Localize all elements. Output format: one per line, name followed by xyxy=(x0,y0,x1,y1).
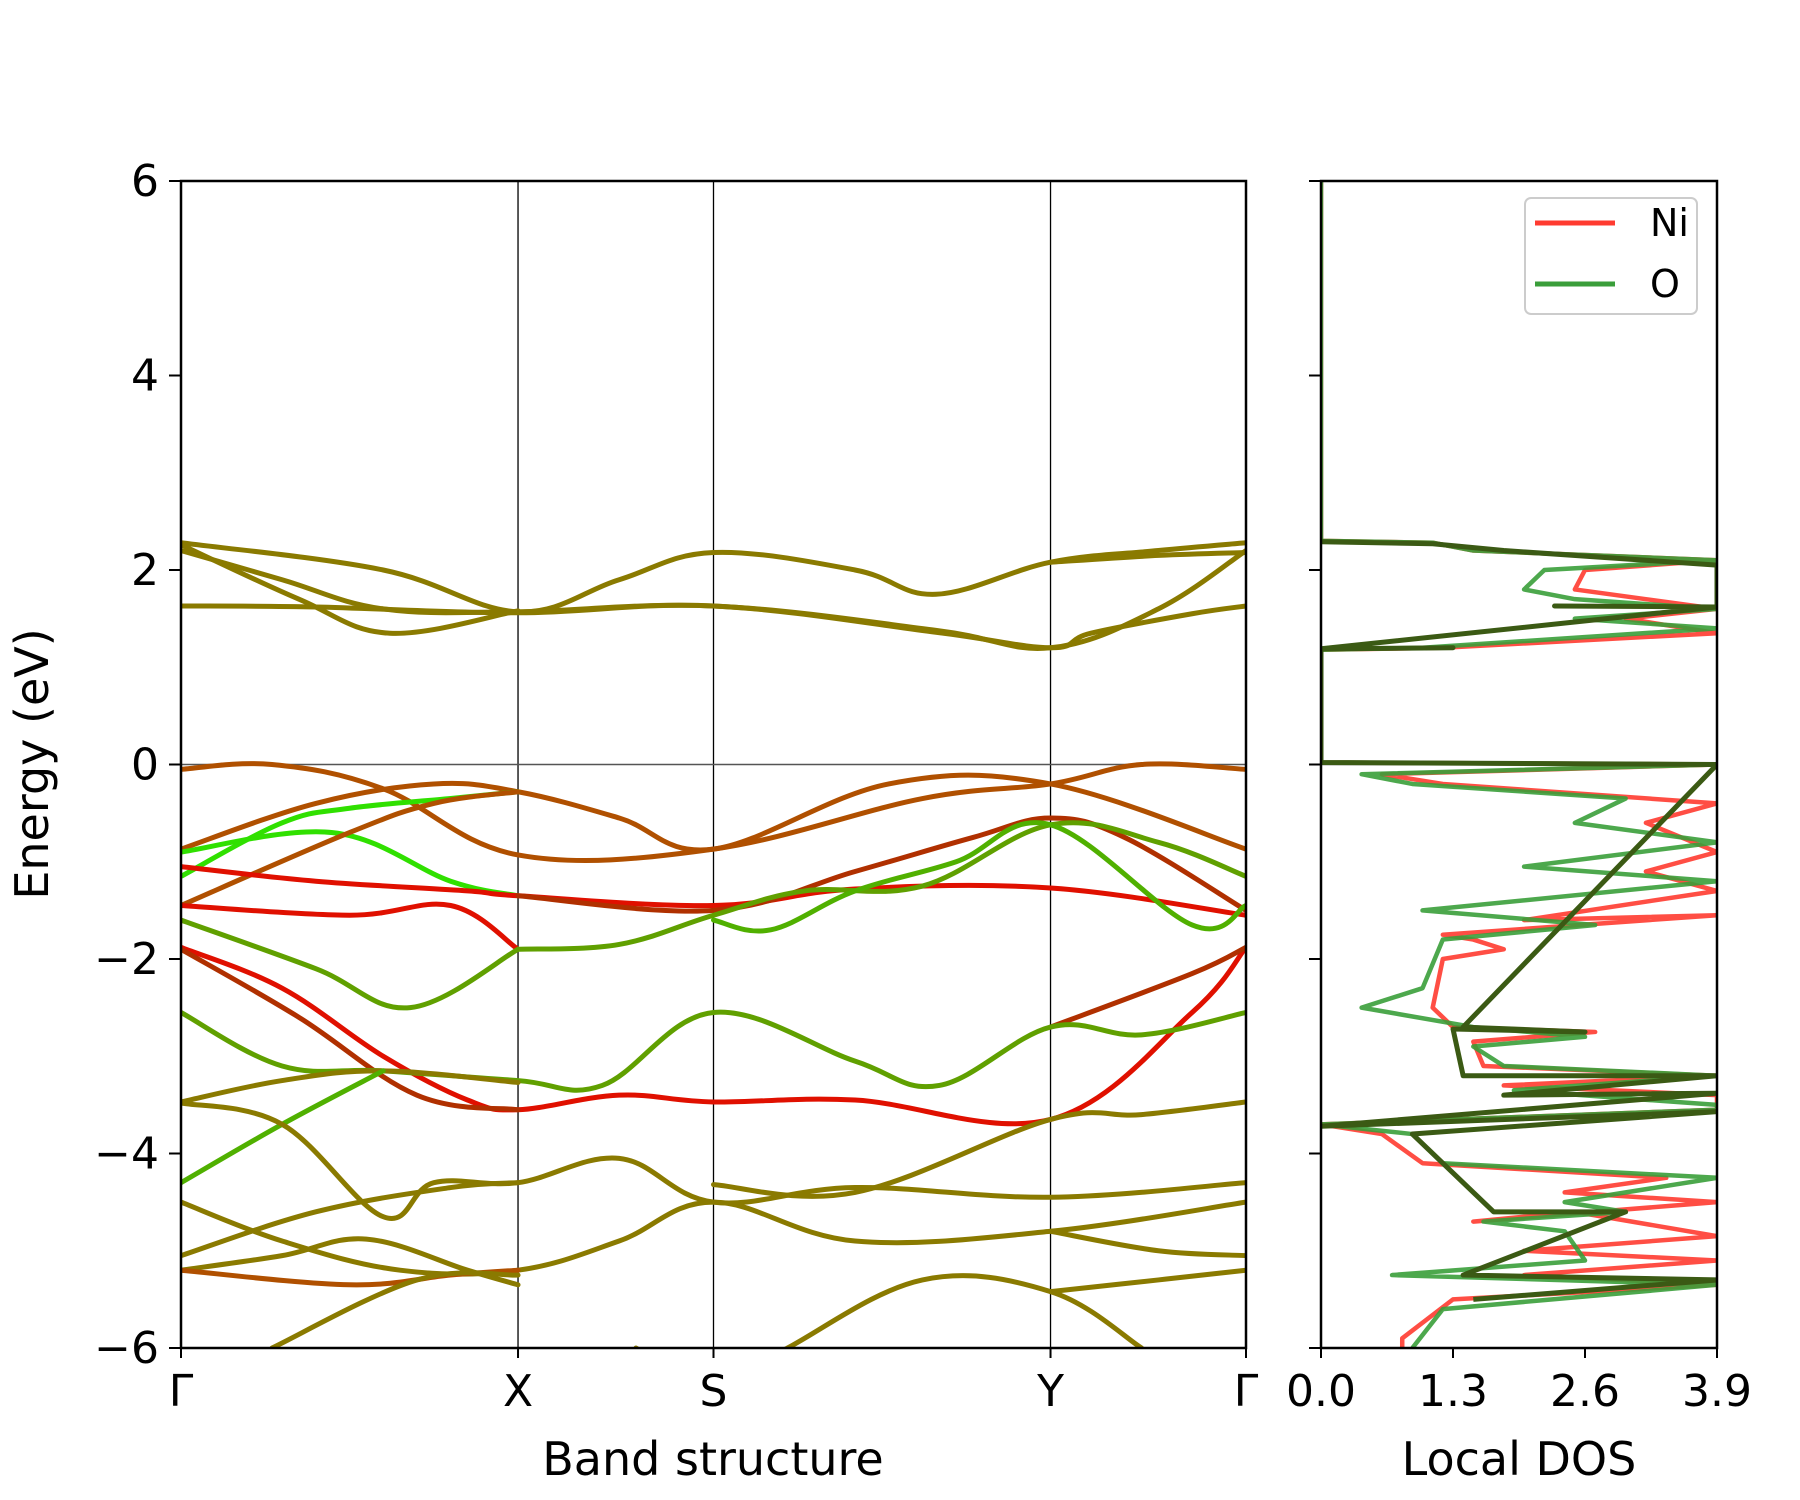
band-line xyxy=(181,917,521,1011)
y-tick-label: −2 xyxy=(94,934,159,985)
legend-label-ni: Ni xyxy=(1650,201,1689,245)
band-line xyxy=(269,1270,521,1348)
dos-y-axis-ticks xyxy=(1309,180,1321,1349)
band-line xyxy=(181,602,1246,651)
local-dos-panel: 0.0 1.3 2.6 3.9 Local DOS Ni O xyxy=(1286,179,1752,1486)
band-line xyxy=(181,864,1246,918)
x-tick-label: S xyxy=(700,1366,728,1417)
band-line xyxy=(1048,944,1246,1030)
band-line xyxy=(1048,549,1246,565)
band-lines xyxy=(181,540,1246,1348)
band-line xyxy=(181,901,521,952)
y-tick-label: 2 xyxy=(131,545,159,596)
dos-x-tick-label: 2.6 xyxy=(1550,1366,1620,1417)
dos-x-tick-label: 1.3 xyxy=(1418,1366,1488,1417)
legend: Ni O xyxy=(1524,197,1698,315)
y-tick-label: −4 xyxy=(94,1129,159,1180)
band-line xyxy=(711,1099,1246,1199)
band-line xyxy=(181,944,1246,1127)
band-line xyxy=(181,1199,1246,1277)
dos-x-axis-ticks: 0.0 1.3 2.6 3.9 xyxy=(1286,1348,1752,1417)
y-tick-label: −6 xyxy=(94,1323,159,1374)
band-line xyxy=(515,815,1246,914)
band-line xyxy=(711,820,1246,934)
dos-x-tick-label: 0.0 xyxy=(1286,1366,1356,1417)
y-tick-label: 4 xyxy=(131,351,159,402)
dos-x-tick-label: 3.9 xyxy=(1682,1366,1752,1417)
x-tick-label: Y xyxy=(1036,1366,1064,1417)
band-line xyxy=(181,789,521,909)
x-tick-label: Γ xyxy=(169,1366,194,1417)
band-line xyxy=(181,540,1246,615)
y-tick-label: 6 xyxy=(131,156,159,207)
band-line xyxy=(633,1273,1145,1348)
band-xlabel: Band structure xyxy=(542,1432,883,1486)
band-line xyxy=(1048,1228,1246,1259)
dos-lines xyxy=(1321,181,1717,1348)
y-tick-label: 0 xyxy=(131,740,159,791)
band-line xyxy=(181,946,521,1113)
x-tick-label: X xyxy=(503,1366,533,1417)
band-ylabel: Energy (eV) xyxy=(5,628,59,899)
band-line xyxy=(515,820,1246,952)
band-line xyxy=(181,1068,521,1105)
dos-series-line xyxy=(1321,539,1717,1302)
band-line xyxy=(181,772,1246,853)
legend-label-o: O xyxy=(1650,262,1680,306)
band-line xyxy=(181,1100,1246,1221)
y-axis-ticks: −6 −4 −2 0 2 4 6 xyxy=(94,156,181,1374)
x-tick-label: Γ xyxy=(1234,1366,1259,1417)
dos-xlabel: Local DOS xyxy=(1402,1432,1637,1486)
band-structure-panel: −6 −4 −2 0 2 4 6 Γ X S Y Γ Band structure Energy (… xyxy=(5,156,1259,1486)
band-line xyxy=(1048,1267,1246,1295)
band-line xyxy=(181,1180,521,1259)
band-line xyxy=(181,542,521,636)
